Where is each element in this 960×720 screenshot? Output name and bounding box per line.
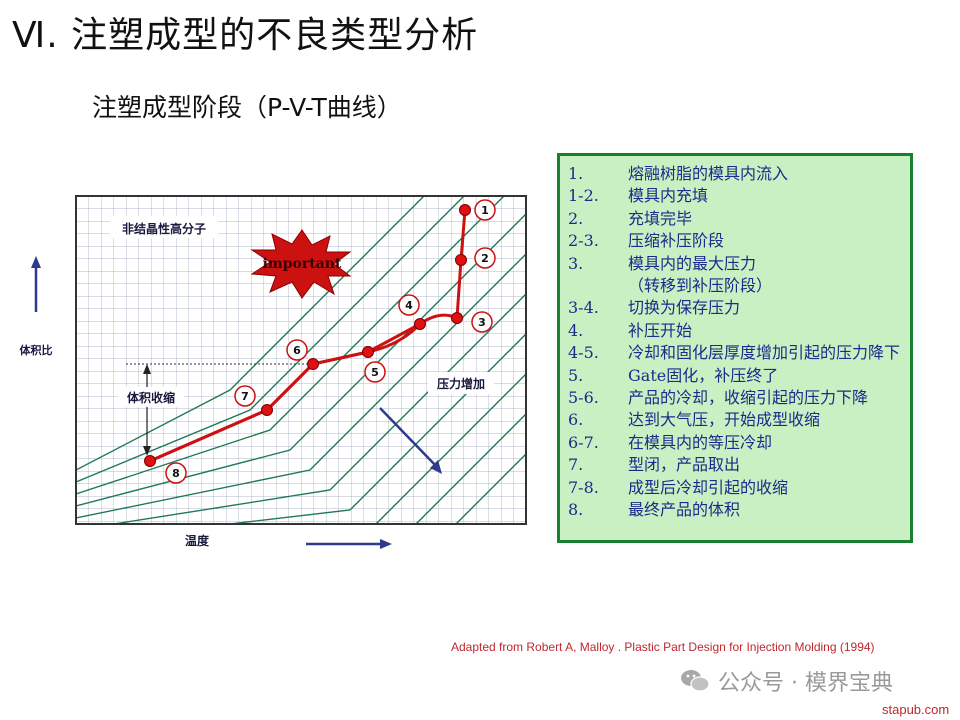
marker-3 bbox=[471, 311, 493, 333]
marker-6-label: 6 bbox=[293, 344, 301, 357]
legend-text: （转移到补压阶段） bbox=[628, 276, 773, 296]
marker-8-label: 8 bbox=[172, 467, 180, 480]
x-axis-label: 温度 bbox=[185, 533, 210, 548]
marker-2-label: 2 bbox=[481, 252, 489, 265]
legend-row: 6-7. 在模具内的等压冷却 bbox=[568, 432, 904, 454]
legend-text: 冷却和固化层厚度增加引起的压力降下 bbox=[628, 343, 901, 363]
pvt-diagram: 非结晶性高分子 important 体积收缩 压力增加 1 2 3 4 5 6 … bbox=[20, 195, 527, 549]
legend-number: 7. bbox=[568, 455, 584, 475]
important-label: important bbox=[263, 256, 342, 272]
legend-row: 8. 最终产品的体积 bbox=[568, 499, 904, 521]
watermark: 公众号 · 模界宝典 bbox=[680, 665, 893, 697]
marker-8 bbox=[165, 462, 187, 484]
legend-text: 型闭，产品取出 bbox=[628, 455, 741, 475]
pressure-label: 压力增加 bbox=[437, 376, 485, 391]
legend-row: 1-2. 模具内充填 bbox=[568, 185, 904, 207]
curve-point-4 bbox=[414, 318, 426, 330]
marker-5 bbox=[364, 361, 386, 383]
site-watermark: stapub.com bbox=[882, 702, 950, 717]
marker-6 bbox=[286, 339, 308, 361]
legend-number: 6-7. bbox=[568, 432, 599, 452]
legend-row: 3-4. 切换为保存压力 bbox=[568, 297, 904, 319]
shrink-label: 体积收缩 bbox=[127, 390, 175, 405]
marker-5-label: 5 bbox=[371, 366, 379, 379]
legend-row: 7. 型闭，产品取出 bbox=[568, 454, 904, 476]
legend-text: Gate固化，补压终了 bbox=[628, 365, 779, 385]
isobar-lines bbox=[76, 196, 526, 524]
legend-number: 3-4. bbox=[568, 298, 599, 318]
legend-number: 1. bbox=[568, 164, 584, 183]
page-title: Ⅵ. 注塑成型的不良类型分析 bbox=[12, 15, 479, 56]
marker-3-label: 3 bbox=[478, 316, 486, 329]
curve-point-7 bbox=[261, 404, 273, 416]
marker-1 bbox=[474, 199, 496, 221]
important-starburst-icon bbox=[250, 229, 352, 299]
stage-legend: 1. 熔融树脂的模具内流入 1-2. 模具内充填 2. 充填完毕 2-3. 压缩补压阶段 3. 模… bbox=[557, 153, 913, 543]
legend-row: 3. 模具内的最大压力 bbox=[568, 253, 904, 275]
legend-number: 7-8. bbox=[568, 477, 599, 497]
legend-text: 模具内充填 bbox=[628, 186, 709, 206]
legend-row: 2-3. 压缩补压阶段 bbox=[568, 230, 904, 252]
legend-text: 切换为保存压力 bbox=[628, 298, 741, 318]
legend-number: 3. bbox=[568, 253, 584, 273]
legend-number: 5-6. bbox=[568, 388, 599, 408]
legend-number: 1-2. bbox=[568, 186, 599, 206]
legend-number: 4-5. bbox=[568, 343, 599, 363]
legend-row: 7-8. 成型后冷却引起的收缩 bbox=[568, 477, 904, 499]
legend-number: 8. bbox=[568, 500, 584, 520]
marker-4 bbox=[398, 294, 420, 316]
legend-text: 产品的冷却，收缩引起的压力下降 bbox=[628, 388, 869, 408]
curve-point-5 bbox=[362, 346, 374, 358]
legend-text: 达到大气压，开始成型收缩 bbox=[628, 410, 821, 430]
marker-7-label: 7 bbox=[241, 390, 249, 403]
legend-text: 补压开始 bbox=[628, 320, 693, 340]
legend-text: 在模具内的等压冷却 bbox=[628, 432, 773, 452]
curve-point-1 bbox=[459, 204, 471, 216]
curve-point-6 bbox=[307, 358, 319, 370]
legend-text: 最终产品的体积 bbox=[628, 500, 741, 520]
legend-number: 5. bbox=[568, 365, 584, 385]
legend-row: 4-5. 冷却和固化层厚度增加引起的压力降下 bbox=[568, 342, 904, 364]
wechat-icon bbox=[681, 670, 710, 692]
legend-text: 成型后冷却引起的收缩 bbox=[628, 477, 789, 497]
y-axis-label: 体积比 bbox=[20, 343, 53, 357]
legend-row: （转移到补压阶段） bbox=[568, 275, 904, 297]
legend-text: 压缩补压阶段 bbox=[628, 231, 725, 251]
marker-2 bbox=[474, 247, 496, 269]
material-label: 非结晶性高分子 bbox=[122, 221, 206, 236]
legend-row: 4. 补压开始 bbox=[568, 320, 904, 342]
legend-row: 5. Gate固化，补压终了 bbox=[568, 365, 904, 387]
watermark-text: 公众号 · 模界宝典 bbox=[718, 671, 893, 696]
marker-7 bbox=[234, 385, 256, 407]
legend-text: 模具内的最大压力 bbox=[628, 253, 757, 273]
pressure-arrow-icon bbox=[379, 407, 439, 469]
section-subtitle: 注塑成型阶段（P-V-T曲线） bbox=[92, 93, 402, 122]
legend-text: 充填完毕 bbox=[628, 208, 693, 228]
legend-row: 6. 达到大气压，开始成型收缩 bbox=[568, 409, 904, 431]
curve-point-3 bbox=[451, 312, 463, 324]
curve-point-2 bbox=[455, 254, 467, 266]
marker-1-label: 1 bbox=[481, 204, 489, 217]
legend-text: 熔融树脂的模具内流入 bbox=[628, 164, 789, 183]
legend-row: 2. 充填完毕 bbox=[568, 208, 904, 230]
legend-number: 4. bbox=[568, 320, 584, 340]
legend-row: 5-6. 产品的冷却，收缩引起的压力下降 bbox=[568, 387, 904, 409]
legend-row: 1. 熔融树脂的模具内流入 bbox=[568, 163, 904, 185]
marker-4-label: 4 bbox=[405, 299, 413, 312]
source-credit: Adapted from Robert A, Malloy . Plastic … bbox=[451, 640, 875, 654]
legend-number: 2-3. bbox=[568, 231, 599, 251]
legend-number: 2. bbox=[568, 208, 584, 228]
legend-number: 6. bbox=[568, 410, 584, 430]
curve-point-8 bbox=[144, 455, 156, 467]
legend-number bbox=[568, 275, 628, 297]
